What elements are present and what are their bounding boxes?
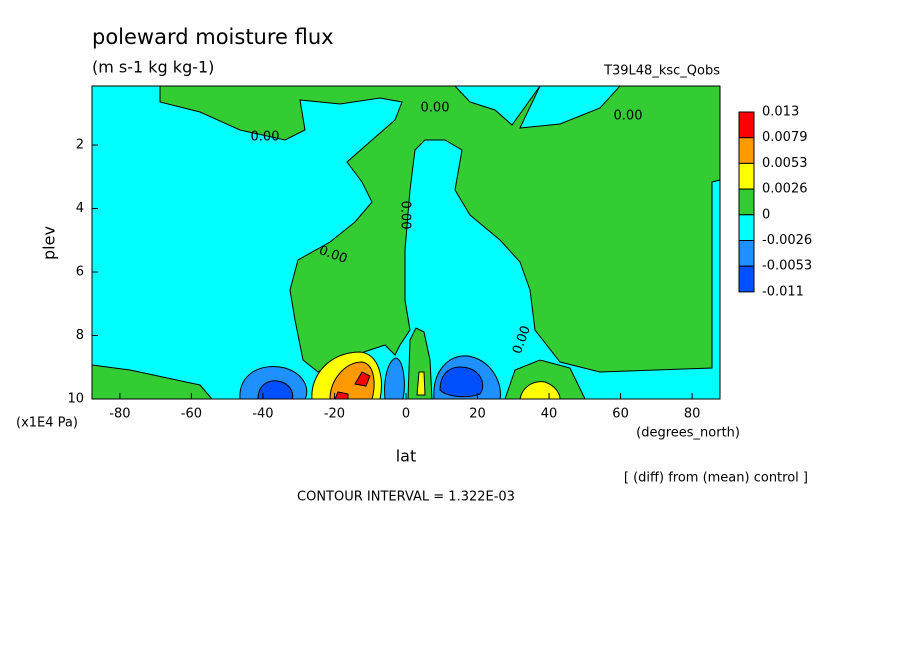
contour-region (329, 361, 375, 400)
x-tick-label: 60 (612, 407, 629, 422)
x-tick-label: 0 (402, 407, 410, 422)
contour-label: 0.00 (421, 101, 450, 116)
contour-field: 0.000.000.000.000.000.00 (91, 85, 721, 400)
contour-region (159, 85, 721, 373)
colorbar-label: 0.0053 (762, 156, 808, 171)
contour-region (439, 366, 484, 398)
y-tick-label: 8 (76, 328, 84, 343)
y-axis-units: (x1E4 Pa) (16, 416, 78, 431)
x-tick-label: -80 (109, 407, 130, 422)
colorbar-label: 0.0079 (762, 130, 808, 145)
contour-region (257, 380, 294, 400)
colorbar-label: -0.0026 (762, 233, 812, 248)
y-tick-label: 2 (76, 138, 84, 153)
colorbar-label: 0 (762, 207, 770, 222)
note: [ (diff) from (mean) control ] (624, 471, 808, 486)
contour-interval: CONTOUR INTERVAL = 1.322E-03 (297, 490, 515, 505)
colorbar-box (738, 240, 755, 267)
dataset-label: T39L48_ksc_Qobs (603, 64, 720, 79)
x-tick-label: 20 (469, 407, 486, 422)
colorbar-box (738, 265, 755, 293)
y-axis-label: plev (40, 226, 59, 260)
colorbar-box (738, 137, 755, 164)
colorbar-box (738, 111, 755, 139)
colorbar-box (738, 188, 755, 216)
x-axis-label: lat (396, 447, 417, 466)
contour-region (416, 371, 426, 396)
x-tick-label: -40 (252, 407, 273, 422)
colorbar-box (738, 162, 755, 190)
y-tick-label: 10 (67, 392, 84, 407)
contour-label: 0.00 (251, 130, 280, 145)
colorbar-label: -0.011 (762, 284, 804, 299)
contour-label: 0.00 (398, 201, 413, 230)
contour-region (384, 357, 405, 400)
contour-region (519, 381, 561, 400)
x-tick-label: -20 (324, 407, 345, 422)
colorbar-label: 0.0026 (762, 182, 808, 197)
colorbar-label: 0.013 (762, 105, 799, 120)
contour-label: 0.00 (614, 109, 643, 124)
x-tick-label: 40 (541, 407, 558, 422)
chart-title: poleward moisture flux (92, 25, 334, 49)
y-tick-label: 4 (76, 201, 84, 216)
contour-region (354, 371, 371, 387)
colorbar-label: -0.0053 (762, 259, 812, 274)
x-axis-units: (degrees_north) (636, 426, 740, 441)
colorbar-box (738, 214, 755, 242)
x-tick-label: -60 (181, 407, 202, 422)
chart-subtitle: (m s-1 kg kg-1) (92, 58, 214, 77)
x-tick-label: 80 (684, 407, 701, 422)
y-tick-label: 6 (76, 265, 84, 280)
